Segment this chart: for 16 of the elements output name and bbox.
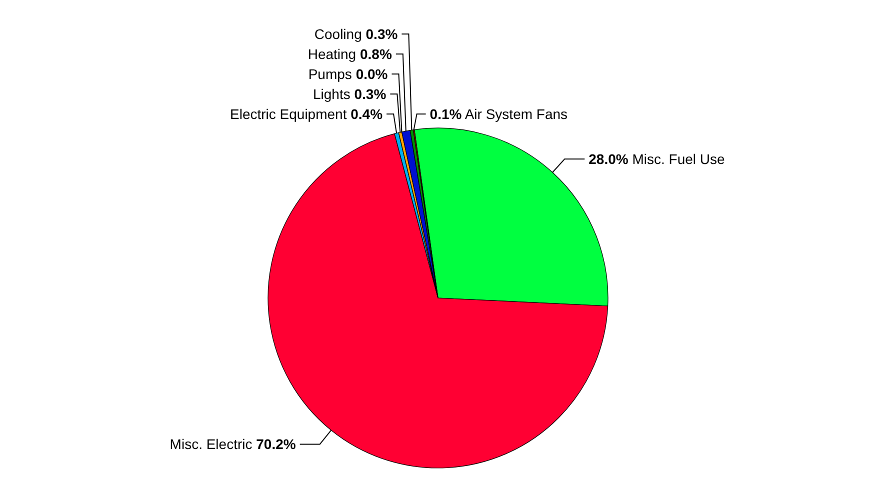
data-label: 0.1% xyxy=(430,106,462,122)
data-label: 0.3% xyxy=(354,86,387,102)
data-label: 0.4% xyxy=(350,106,384,122)
data-label: 28.0% xyxy=(588,150,629,167)
slice-label: Electric Equipment xyxy=(230,106,351,122)
data-label: 0.3% xyxy=(366,26,398,42)
slice-label: Lights xyxy=(313,86,354,102)
category-label: Pumps xyxy=(308,66,352,82)
slice-label: Heating xyxy=(308,46,360,62)
data-label: 0.8% xyxy=(360,46,392,62)
slice-label: Misc. Electric xyxy=(170,436,256,452)
slice-label: Misc. Fuel Use xyxy=(628,150,726,167)
data-label: 70.2% xyxy=(256,436,296,452)
slice-label: Cooling xyxy=(314,26,366,42)
slice-label: Air System Fans xyxy=(462,106,568,122)
text: 0.0% xyxy=(356,66,388,82)
